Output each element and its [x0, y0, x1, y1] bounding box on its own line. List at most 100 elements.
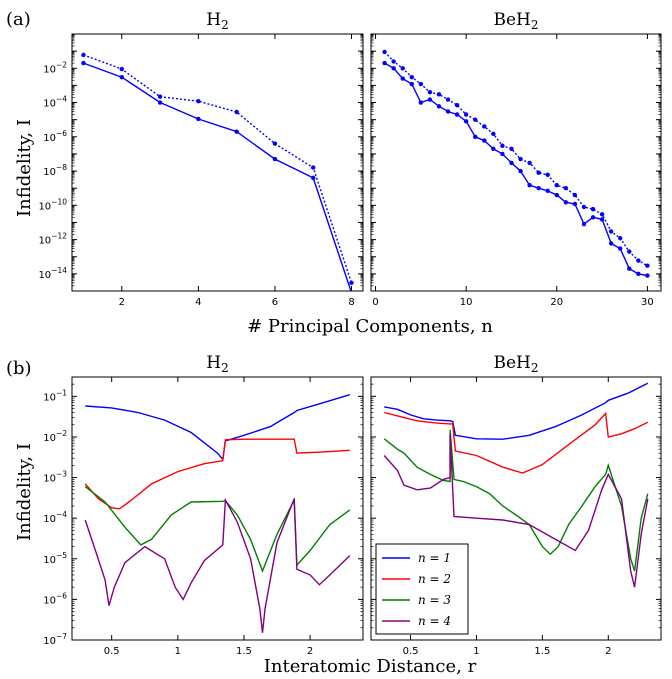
data-point: [382, 60, 387, 66]
data-point: [563, 186, 569, 191]
data-point: [391, 66, 396, 71]
data-point: [272, 141, 278, 146]
x-tick-label: 0: [372, 297, 378, 308]
series-line-3: [383, 433, 649, 588]
data-point: [463, 119, 469, 124]
x-tick-label: 1.5: [534, 646, 550, 657]
y-axis-label-a: Infidelity, I: [14, 119, 35, 217]
legend: n = 1 n = 2 n = 3 n = 4: [375, 543, 469, 635]
y-tick-label: 10−7: [43, 632, 67, 647]
chart-panel-a-BeH2: BeH2 0 10 20 30: [370, 10, 662, 308]
data-point: [409, 75, 414, 80]
y-tick-label: 10−14: [38, 266, 67, 281]
data-point: [636, 271, 641, 277]
data-point: [445, 97, 451, 102]
data-point: [349, 280, 354, 286]
x-tick-label: 1: [175, 646, 181, 657]
data-point: [554, 182, 559, 188]
data-point: [234, 109, 239, 115]
data-point: [311, 175, 316, 181]
data-point: [645, 273, 650, 278]
series-line-0: [384, 62, 648, 277]
data-point: [272, 156, 278, 162]
data-point: [311, 165, 316, 170]
data-point: [382, 49, 387, 55]
x-tick-label: 6: [272, 297, 278, 308]
data-point: [618, 246, 623, 251]
data-point: [491, 131, 496, 136]
data-point: [482, 124, 487, 129]
data-point: [445, 109, 451, 114]
data-point: [636, 258, 641, 263]
chart-title: BeH2: [493, 10, 538, 32]
data-point: [400, 66, 405, 71]
data-point: [590, 206, 596, 212]
data-point: [545, 188, 550, 194]
data-point: [350, 290, 353, 291]
data-point: [545, 172, 550, 178]
y-tick-label: 10−12: [38, 232, 67, 247]
x-tick-label: 4: [195, 297, 201, 308]
data-point: [527, 182, 532, 188]
data-point: [400, 76, 405, 81]
data-point: [518, 156, 523, 162]
x-tick-label: 30: [641, 297, 654, 308]
x-tick-label: 2: [605, 646, 611, 657]
chart-title: H2: [206, 353, 228, 375]
data-point: [391, 59, 396, 64]
series-line-2: [84, 486, 351, 573]
plot-frame: [370, 376, 662, 641]
data-point: [590, 215, 596, 220]
data-point: [527, 160, 532, 166]
svg-text:Infidelity, I: Infidelity, I: [14, 119, 35, 217]
plot-frame: [71, 376, 364, 641]
series-line-1: [83, 54, 353, 284]
y-tick-label: 10−1: [43, 388, 67, 403]
data-point: [81, 52, 86, 58]
legend-box: [375, 543, 469, 635]
data-point: [572, 201, 578, 207]
series-group: [382, 49, 650, 278]
x-tick-label: 2: [307, 646, 313, 657]
series-line-1: [84, 438, 350, 510]
legend-label: n = 1: [418, 551, 451, 565]
data-point: [581, 221, 587, 227]
plot-frame: [370, 33, 662, 292]
chart-title: H2: [206, 10, 228, 32]
data-point: [418, 100, 424, 105]
data-point: [427, 97, 433, 102]
data-point: [473, 117, 478, 122]
data-point: [500, 151, 505, 157]
series-line-0: [85, 394, 351, 462]
series-group: [383, 382, 649, 588]
series-line-0: [83, 62, 352, 291]
data-point: [81, 60, 86, 66]
legend-label: n = 3: [418, 593, 451, 607]
series-group: [81, 52, 354, 291]
x-tick-label: 2: [119, 297, 125, 308]
y-tick-label: 10−6: [43, 129, 67, 144]
chart-panel-b-BeH2: BeH2 0.5 1 1.5 2 n = 1 n = 2 n = 3 n = 4: [370, 353, 662, 657]
data-point: [572, 192, 578, 198]
data-point: [119, 75, 124, 80]
x-tick-label: 1.5: [236, 646, 252, 657]
data-point: [536, 170, 541, 175]
panel-a-label: (a): [6, 9, 31, 30]
svg-text:Infidelity, I: Infidelity, I: [14, 443, 35, 541]
x-tick-label: 20: [550, 297, 563, 308]
legend-label: n = 4: [418, 614, 451, 628]
panel-b-label: (b): [6, 358, 32, 379]
data-point: [491, 146, 496, 151]
y-tick-label: 10−8: [43, 163, 67, 178]
data-point: [599, 212, 605, 217]
data-point: [473, 134, 478, 139]
data-point: [454, 102, 460, 108]
data-point: [436, 104, 442, 109]
chart-title: BeH2: [493, 353, 538, 375]
y-tick-label: 10−10: [38, 197, 67, 212]
data-point: [157, 94, 163, 99]
x-tick-label: 10: [460, 297, 473, 308]
data-point: [418, 81, 424, 87]
data-point: [436, 92, 442, 97]
data-point: [157, 100, 163, 105]
